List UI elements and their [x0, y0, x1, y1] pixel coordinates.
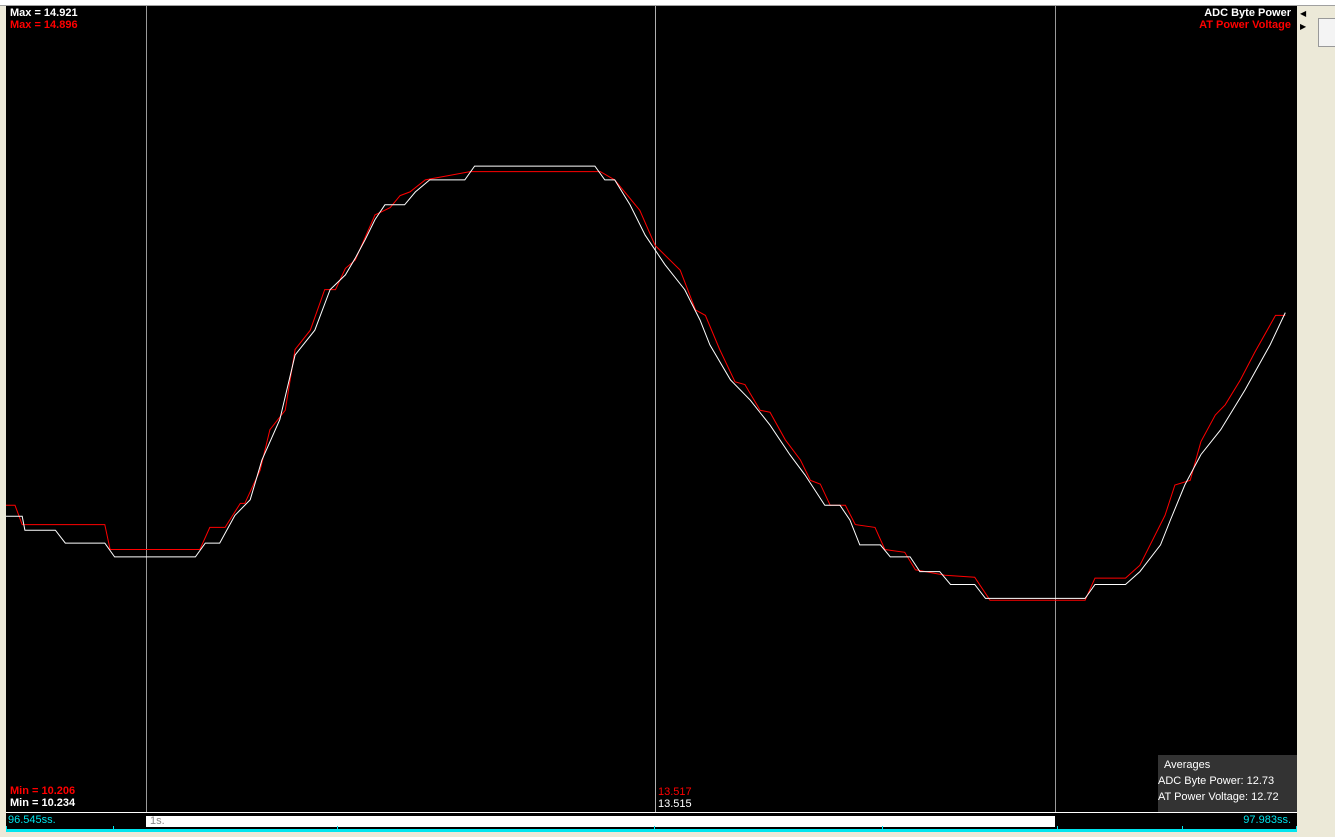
average-at-power-voltage: AT Power Voltage: 12.72	[1158, 791, 1279, 803]
time-tick	[337, 826, 338, 832]
averages-title: Averages	[1164, 759, 1211, 771]
average-adc-byte-power: ADC Byte Power: 12.73	[1158, 775, 1275, 787]
time-tick	[882, 826, 883, 832]
time-end-label: 97.983ss.	[1243, 814, 1291, 826]
red-max-label: Max = 14.896	[10, 19, 78, 31]
white-max-label: Max = 14.921	[10, 7, 78, 19]
time-tick	[1182, 826, 1183, 832]
time-tick	[1296, 826, 1297, 832]
time-tick	[113, 826, 114, 832]
legend-at-power-voltage: AT Power Voltage	[1199, 19, 1291, 31]
plot-area[interactable]: Max = 14.921 Max = 14.896 ADC Byte Power…	[6, 6, 1297, 812]
legend-adc-byte-power: ADC Byte Power	[1204, 7, 1291, 19]
time-axis-line	[6, 829, 1297, 832]
cursor-value-red: 13.517	[658, 786, 692, 798]
white-min-label: Min = 10.234	[10, 797, 76, 809]
arrow-left-icon[interactable]: ◀	[1300, 9, 1307, 18]
chart-svg	[6, 6, 1286, 812]
side-button[interactable]	[1318, 18, 1335, 47]
red-min-label: Min = 10.206	[10, 785, 76, 797]
time-tick	[6, 826, 7, 832]
time-tick	[654, 826, 655, 832]
series-line-at-power-voltage	[6, 171, 1286, 601]
top-strip	[0, 0, 1335, 6]
time-start-label: 96.545ss.	[8, 814, 56, 826]
time-tick	[1057, 826, 1058, 832]
arrow-right-icon[interactable]: ▶	[1300, 22, 1307, 31]
averages-panel: Averages ADC Byte Power: 12.73 AT Power …	[1158, 755, 1297, 812]
time-scale-bar[interactable]: 1s.	[146, 816, 1055, 827]
series-line-adc-byte-power	[6, 165, 1286, 599]
side-panel: ◀ ▶	[1297, 6, 1335, 831]
time-axis-bar[interactable]: 96.545ss. 1s. 97.983ss.	[6, 812, 1297, 832]
cursor-value-white: 13.515	[658, 798, 692, 810]
